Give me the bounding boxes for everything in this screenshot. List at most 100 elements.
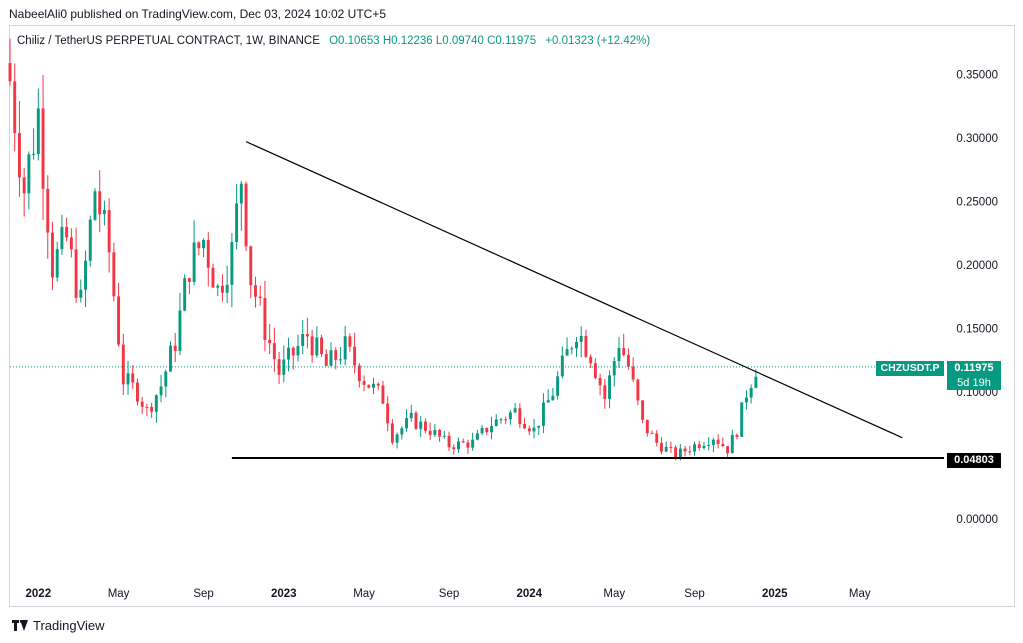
candle-body: [749, 387, 753, 398]
candle-body: [192, 242, 196, 282]
candle-body: [669, 446, 673, 448]
candle-body: [570, 348, 574, 350]
candle-body: [565, 349, 569, 356]
candle-body: [287, 347, 290, 360]
candle-body: [367, 384, 371, 388]
candle-body: [164, 371, 168, 387]
candle-body: [527, 428, 531, 432]
candle-body: [84, 260, 87, 290]
candle-body: [504, 419, 508, 421]
candle-body: [466, 442, 470, 448]
candle-body: [457, 441, 460, 450]
candle-body: [433, 429, 437, 435]
candle-body: [575, 341, 578, 349]
candle-body: [499, 419, 503, 421]
candle-body: [631, 366, 635, 380]
support-price-tag: 0.04803: [947, 453, 1001, 468]
candle-body: [202, 239, 206, 249]
symbol-title: Chiliz / TetherUS PERPETUAL CONTRACT, 1W…: [17, 35, 320, 47]
candle-body: [678, 448, 682, 459]
low-value: L0.09740: [435, 35, 484, 47]
candle-body: [376, 383, 380, 386]
candle-body: [645, 419, 649, 434]
candle-body: [707, 445, 711, 447]
candle-body: [419, 421, 423, 429]
symbol-tag: CHZUSDT.P: [876, 361, 944, 376]
candle-body: [291, 347, 295, 356]
candle-body: [154, 395, 158, 412]
candle-body: [532, 427, 536, 432]
publisher-line: NabeelAli0 published on TradingView.com,…: [9, 7, 387, 21]
candle-body: [744, 397, 748, 403]
candle-body: [320, 337, 324, 355]
candle-body: [409, 412, 413, 419]
candle-body: [641, 400, 645, 420]
candle-body: [173, 345, 177, 351]
candle-body: [494, 419, 498, 427]
candle-body: [579, 335, 583, 342]
candle-body: [220, 285, 224, 293]
candle-body: [206, 239, 210, 268]
tradingview-logo-icon: [12, 620, 28, 631]
bar-countdown-tag: 5d 19h: [947, 376, 1001, 390]
candle-body: [244, 183, 248, 247]
candle-body: [239, 183, 243, 204]
y-tick-label: 0.20000: [956, 260, 998, 272]
candle-body: [537, 425, 541, 428]
candle-body: [65, 226, 69, 238]
change-value: +0.01323 (+12.42%): [545, 35, 651, 47]
candle-body: [683, 448, 687, 452]
candle-body: [485, 427, 489, 433]
candle-body: [593, 363, 597, 378]
candle-body: [310, 336, 314, 356]
candle-body: [608, 375, 612, 400]
candle-body: [697, 444, 701, 449]
candle-body: [178, 310, 182, 351]
candle-body: [150, 406, 154, 412]
candle-body: [754, 376, 758, 388]
candle-body: [169, 345, 172, 372]
candle-body: [560, 355, 564, 377]
candle-body: [88, 219, 92, 261]
x-tick-label: 2023: [271, 588, 297, 600]
candle-body: [277, 359, 281, 375]
y-tick-label: 0.25000: [956, 196, 998, 208]
candle-body: [315, 337, 319, 356]
candle-body: [650, 433, 654, 435]
candle-body: [660, 442, 663, 452]
candle-body: [461, 441, 465, 443]
candle-body: [721, 443, 725, 447]
candle-body: [13, 81, 17, 134]
candle-body: [626, 354, 630, 367]
candle-body: [541, 402, 545, 426]
x-tick-label: Sep: [684, 588, 704, 600]
candle-body: [187, 278, 191, 282]
y-tick-label: 0.15000: [956, 323, 998, 335]
candle-body: [126, 373, 130, 385]
candle-body: [622, 348, 626, 355]
candle-body: [17, 133, 21, 178]
candle-body: [480, 427, 484, 434]
candle-body: [329, 350, 333, 366]
candle-body: [655, 433, 659, 443]
candle-body: [334, 350, 338, 360]
symbol-legend: Chiliz / TetherUS PERPETUAL CONTRACT, 1W…: [17, 35, 650, 47]
tradingview-footer[interactable]: TradingView: [12, 618, 105, 633]
candle-body: [612, 361, 616, 376]
x-tick-label: May: [849, 588, 871, 600]
candle-body: [131, 373, 135, 383]
candle-body: [664, 446, 668, 452]
candle-body: [117, 296, 121, 345]
high-value: H0.12236: [382, 35, 433, 47]
y-tick-label: 0.00000: [956, 514, 998, 526]
x-tick-label: 2022: [26, 588, 52, 600]
candle-body: [584, 335, 588, 357]
candle-body: [74, 249, 78, 298]
candle-body: [22, 177, 26, 194]
candle-body: [46, 188, 50, 233]
candle-body: [79, 289, 83, 298]
candle-body: [296, 345, 300, 356]
candle-body: [513, 408, 517, 413]
candle-body: [688, 451, 692, 453]
